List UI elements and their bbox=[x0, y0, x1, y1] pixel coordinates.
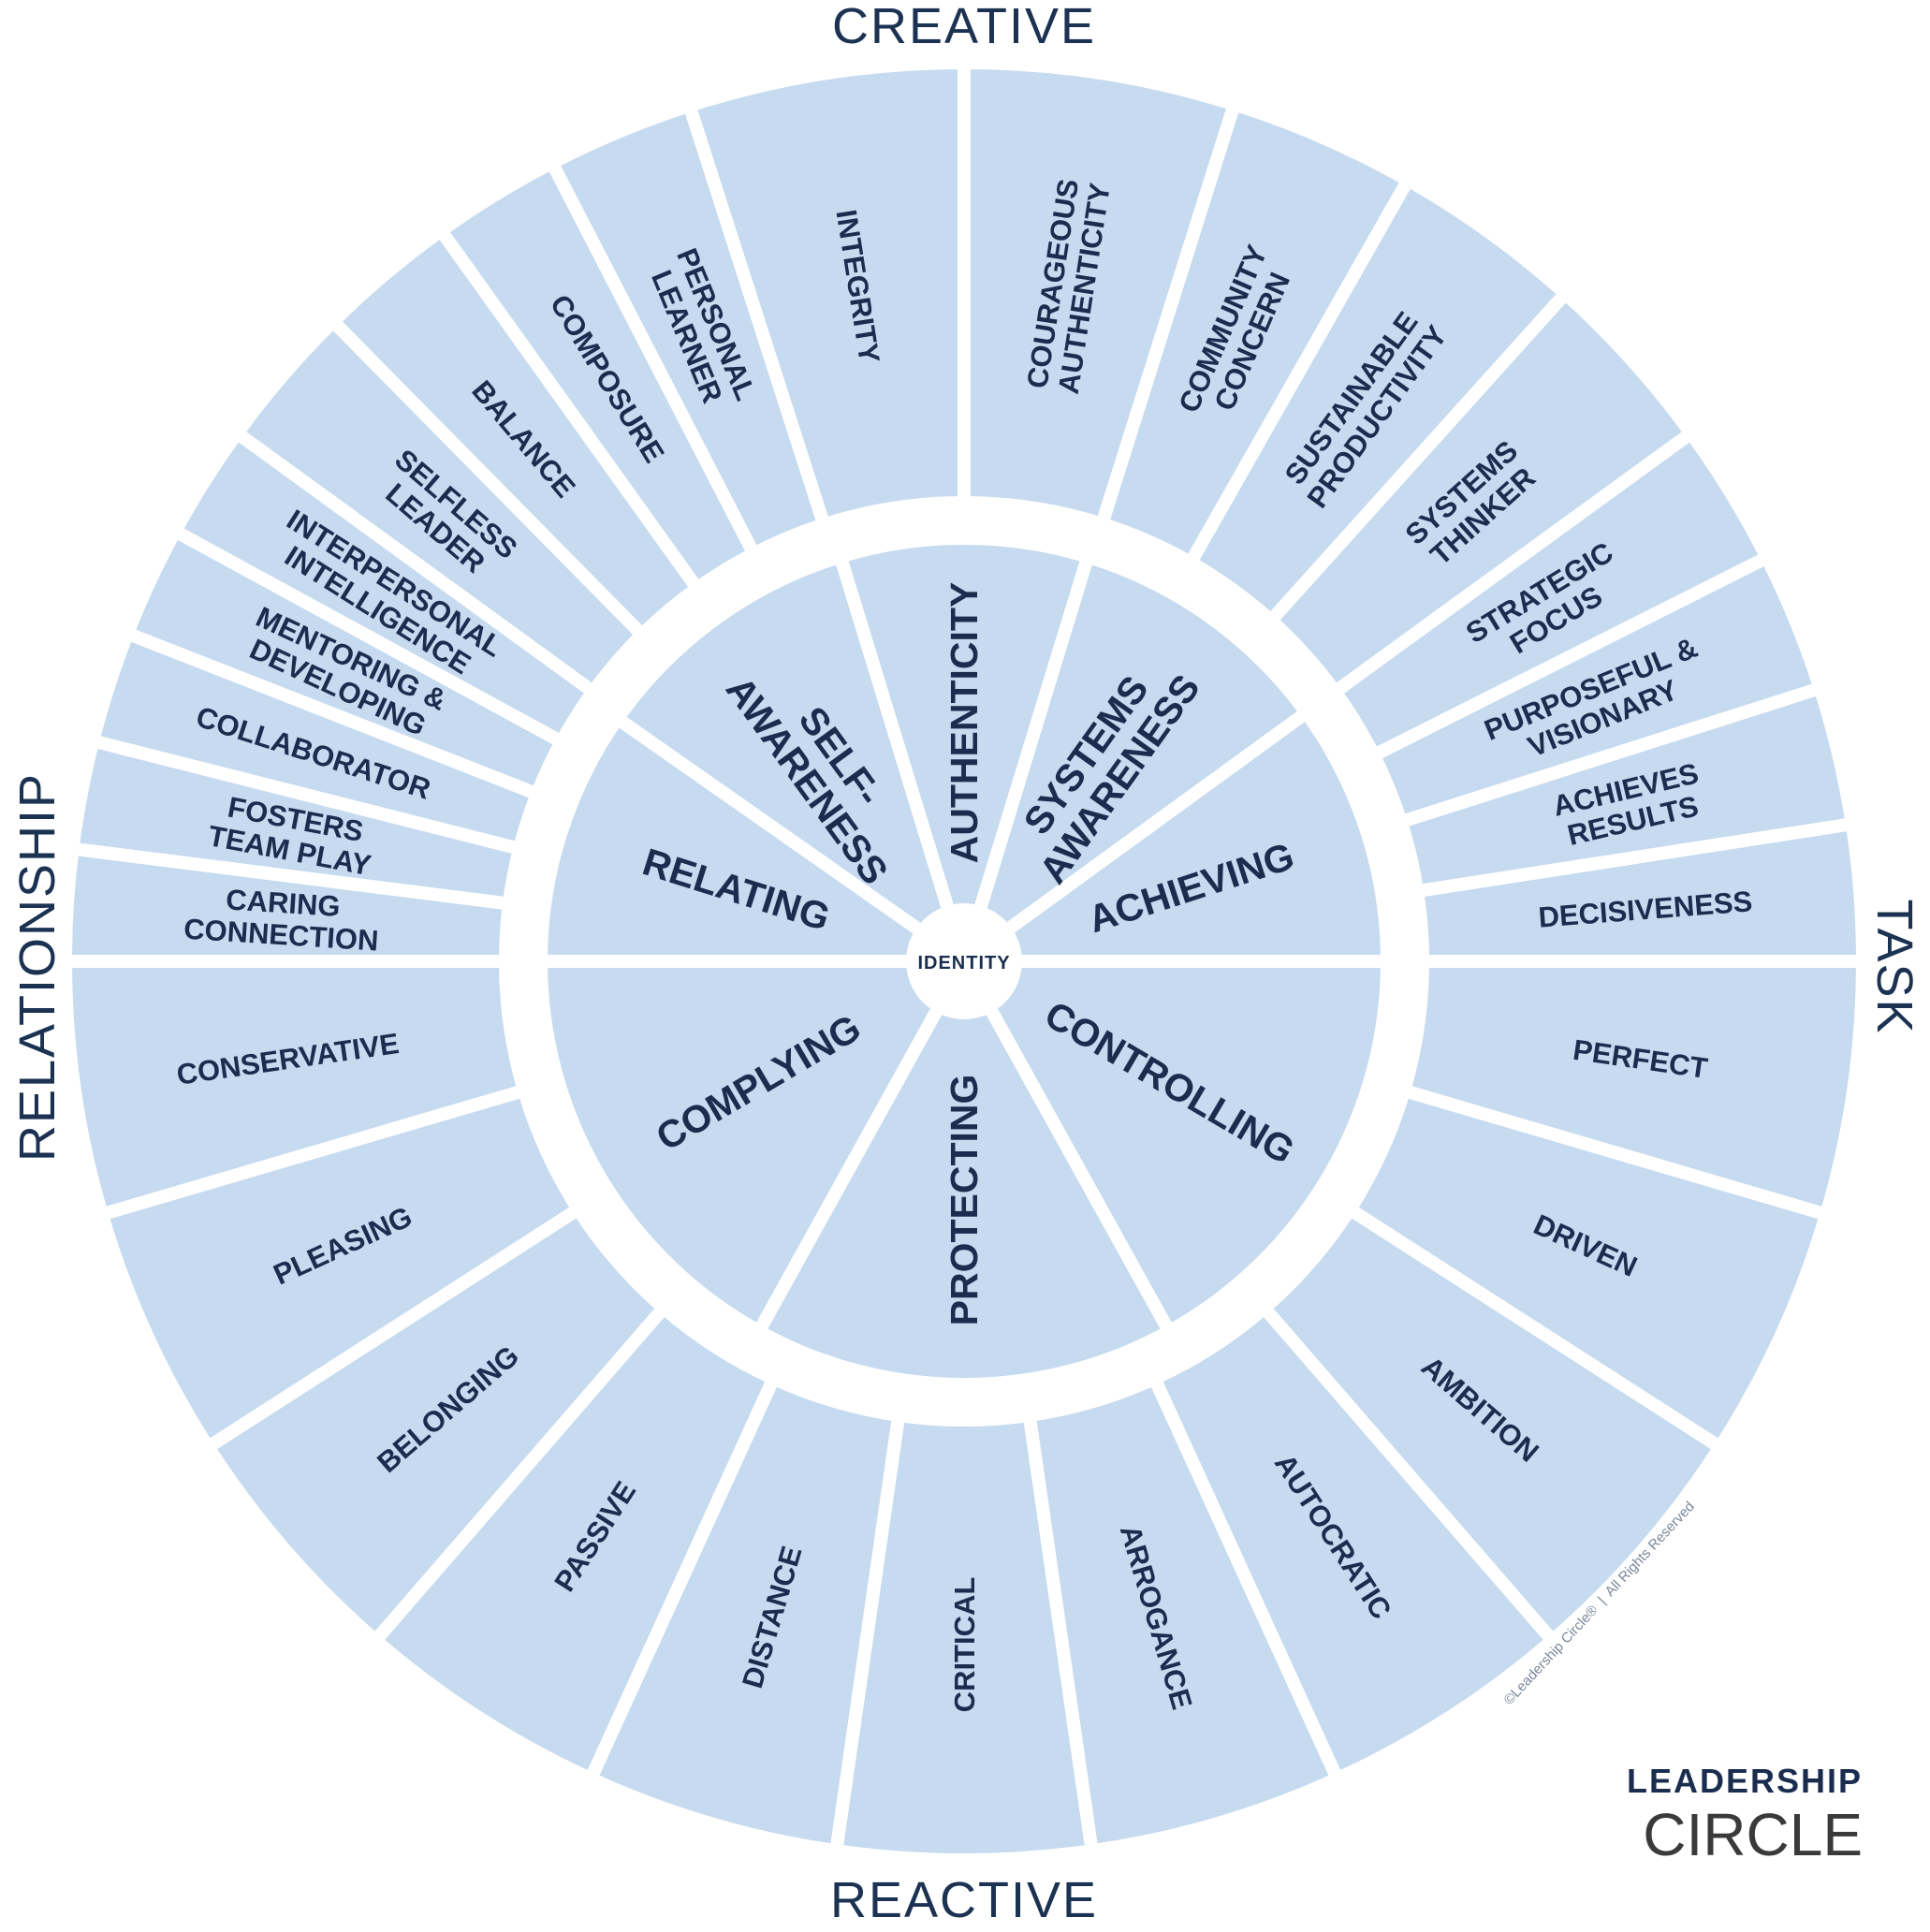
reactive-dimension-segment bbox=[534, 955, 975, 1340]
logo-line2: CIRCLE bbox=[1643, 1801, 1863, 1868]
axis-label-bottom: REACTIVE bbox=[830, 1872, 1098, 1928]
creative-dimension-segment bbox=[534, 709, 986, 968]
creative-dimension-label: AUTHENTICITY bbox=[943, 582, 986, 864]
creative-dimension-segment bbox=[943, 703, 1395, 968]
tendency-label-line: CRITICAL bbox=[948, 1577, 981, 1713]
reactive-dimension-segment bbox=[953, 955, 1395, 1340]
creative-dimension-segment bbox=[952, 549, 1316, 978]
creative-dimension-segment bbox=[832, 532, 1096, 984]
reactive-dimension-segment bbox=[750, 947, 1178, 1391]
identity-circle bbox=[906, 903, 1022, 1019]
axis-label-right: TASK bbox=[1866, 899, 1923, 1034]
tendency-segment bbox=[1396, 955, 1870, 1223]
tendency-label: CRITICAL bbox=[948, 1577, 981, 1713]
reactive-dimension-label: PROTECTING bbox=[943, 1075, 986, 1326]
axis-label-top: CREATIVE bbox=[832, 0, 1096, 54]
center-label: IDENTITY bbox=[917, 953, 1010, 973]
axis-label-left: RELATIONSHIP bbox=[9, 772, 66, 1162]
competency-label-line: CARING bbox=[225, 883, 341, 923]
creative-dimension-segment bbox=[607, 549, 976, 978]
reactive-dimension-label-line: PROTECTING bbox=[943, 1075, 986, 1326]
logo-line1: LEADERSHIP bbox=[1627, 1762, 1863, 1800]
creative-dimension-label-line: AUTHENTICITY bbox=[943, 582, 986, 864]
